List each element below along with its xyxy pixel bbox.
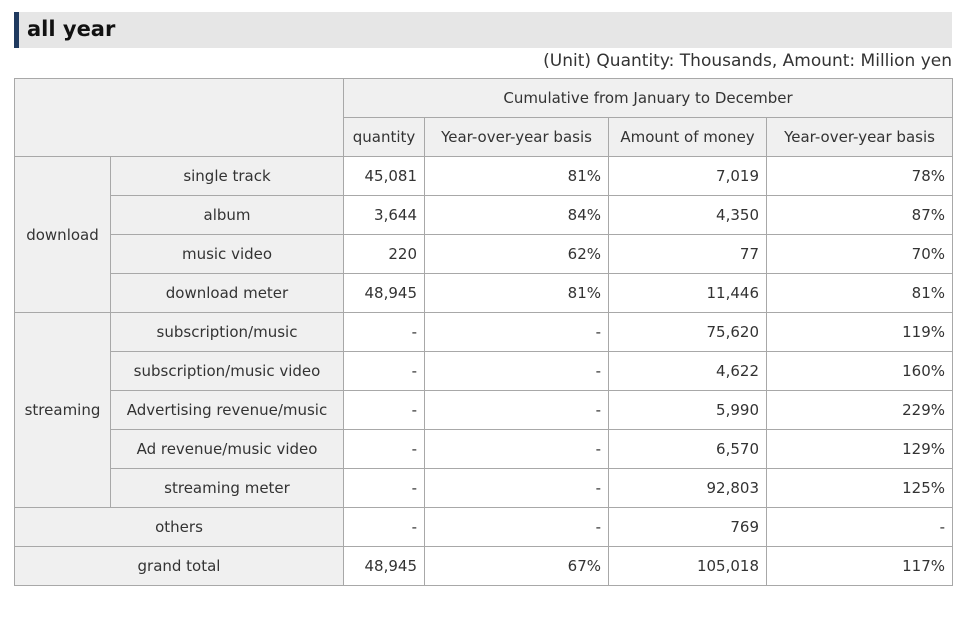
category-streaming: streaming [14,312,111,508]
row-label: download meter [110,273,344,313]
cell-amount: 4,622 [608,351,767,391]
cell-amount-yoy: 81% [766,273,953,313]
cell-amount: 75,620 [608,312,767,352]
cell-quantity: - [343,312,425,352]
cell-amount: 105,018 [608,546,767,586]
column-header-amount: Amount of money [608,117,767,157]
cell-amount-yoy: 87% [766,195,953,235]
cell-amount: 5,990 [608,390,767,430]
cell-amount-yoy: 119% [766,312,953,352]
cell-amount-yoy: 125% [766,468,953,508]
table-row: streaming meter - - 92,803 125% [15,468,953,508]
cell-amount: 92,803 [608,468,767,508]
row-label: others [14,507,344,547]
table-row: download meter 48,945 81% 11,446 81% [15,273,953,313]
table-row: Ad revenue/music video - - 6,570 129% [15,429,953,469]
cell-amount: 4,350 [608,195,767,235]
row-label: Ad revenue/music video [110,429,344,469]
row-label: streaming meter [110,468,344,508]
cell-quantity-yoy: - [424,312,609,352]
row-label: Advertising revenue/music [110,390,344,430]
cell-quantity: - [343,390,425,430]
header-row-group: Cumulative from January to December [14,78,953,157]
cell-amount-yoy: - [766,507,953,547]
cell-quantity-yoy: 67% [424,546,609,586]
cell-amount-yoy: 129% [766,429,953,469]
table-row: album 3,644 84% 4,350 87% [15,195,953,235]
cell-quantity: 48,945 [343,546,425,586]
row-label: album [110,195,344,235]
cell-quantity-yoy: - [424,390,609,430]
sales-table: Cumulative from January to December quan… [14,78,953,586]
column-header-amount-yoy: Year-over-year basis [766,117,953,157]
cell-quantity: 45,081 [343,156,425,196]
table-row-others: others - - 769 - [14,507,953,547]
cell-amount-yoy: 78% [766,156,953,196]
cell-amount: 77 [608,234,767,274]
cell-quantity-yoy: 81% [424,156,609,196]
table-row: music video 220 62% 77 70% [15,234,953,274]
cell-quantity-yoy: - [424,468,609,508]
cell-quantity-yoy: 81% [424,273,609,313]
cell-amount: 11,446 [608,273,767,313]
cell-quantity-yoy: 84% [424,195,609,235]
unit-note: (Unit) Quantity: Thousands, Amount: Mill… [543,51,952,71]
table-row: Advertising revenue/music - - 5,990 229% [15,390,953,430]
cell-amount-yoy: 160% [766,351,953,391]
cell-amount-yoy: 117% [766,546,953,586]
cell-quantity-yoy: - [424,507,609,547]
column-header-quantity-yoy: Year-over-year basis [424,117,609,157]
cell-amount-yoy: 229% [766,390,953,430]
cell-quantity: - [343,351,425,391]
cell-amount: 6,570 [608,429,767,469]
cell-amount: 769 [608,507,767,547]
cell-quantity: 220 [343,234,425,274]
row-label: subscription/music video [110,351,344,391]
cell-amount-yoy: 70% [766,234,953,274]
cell-quantity: 48,945 [343,273,425,313]
header-row-columns: quantity Year-over-year basis Amount of … [15,117,953,157]
table-row-grand-total: grand total 48,945 67% 105,018 117% [14,546,953,586]
cell-quantity-yoy: 62% [424,234,609,274]
cell-quantity: 3,644 [343,195,425,235]
cell-quantity: - [343,507,425,547]
table-row: download single track 45,081 81% 7,019 7… [14,156,953,313]
corner-header [14,78,344,157]
page-title: all year [27,17,116,41]
row-label: music video [110,234,344,274]
cell-quantity: - [343,429,425,469]
table-row: streaming subscription/music - - 75,620 … [14,312,953,508]
category-download: download [14,156,111,313]
section-title-bar: all year [14,12,952,48]
table-row: subscription/music video - - 4,622 160% [15,351,953,391]
column-header-quantity: quantity [343,117,425,157]
row-label: single track [110,156,344,196]
row-label: subscription/music [110,312,344,352]
row-label: grand total [14,546,344,586]
cell-amount: 7,019 [608,156,767,196]
group-header: Cumulative from January to December [343,78,953,118]
cell-quantity-yoy: - [424,429,609,469]
cell-quantity-yoy: - [424,351,609,391]
cell-quantity: - [343,468,425,508]
